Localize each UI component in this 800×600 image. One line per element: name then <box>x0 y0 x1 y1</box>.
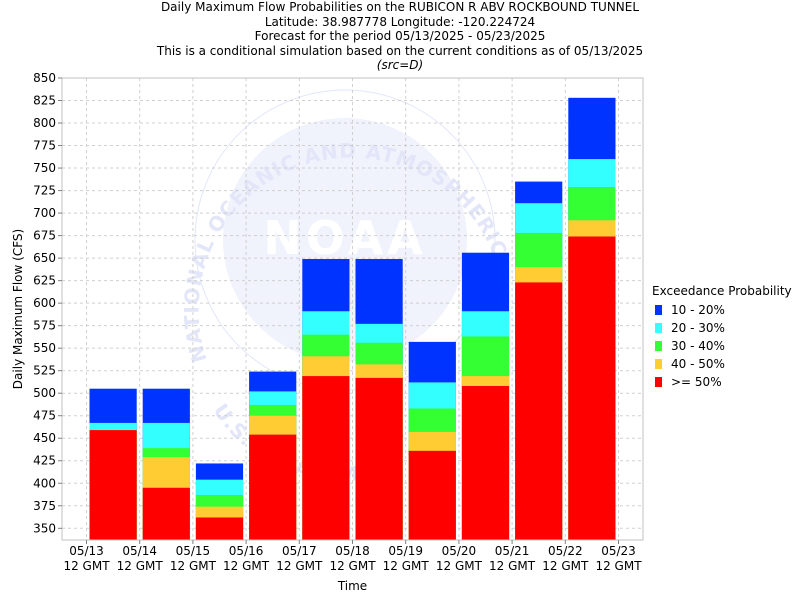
y-tick-label: 475 <box>33 409 56 423</box>
legend: Exceedance Probability 10 - 20% 20 - 30%… <box>652 284 792 391</box>
y-tick-label: 375 <box>33 499 56 513</box>
legend-label: 10 - 20% <box>671 303 725 317</box>
x-tick-label-date: 05/22 <box>548 544 583 558</box>
x-tick-label-date: 05/14 <box>122 544 157 558</box>
legend-label: 20 - 30% <box>671 321 725 335</box>
legend-label: 40 - 50% <box>671 357 725 371</box>
legend-swatch <box>655 341 662 351</box>
legend-title: Exceedance Probability <box>652 284 792 298</box>
x-tick-label-date: 05/17 <box>282 544 317 558</box>
legend-label: >= 50% <box>671 375 722 389</box>
y-tick-label: 650 <box>33 251 56 265</box>
y-tick-label: 850 <box>33 71 56 85</box>
y-tick-label: 625 <box>33 274 56 288</box>
x-tick-label-date: 05/23 <box>601 544 636 558</box>
y-tick-label: 550 <box>33 341 56 355</box>
chart-title-line-4: This is a conditional simulation based o… <box>156 43 644 58</box>
x-tick-label-time: 12 GMT <box>595 559 642 573</box>
watermark-logo-text: NOAA <box>263 211 427 265</box>
x-tick-label-date: 05/16 <box>229 544 264 558</box>
y-tick-label: 750 <box>33 161 56 175</box>
x-tick-label-time: 12 GMT <box>489 559 536 573</box>
chart-title-line-2: Latitude: 38.987778 Longitude: -120.2247… <box>264 14 536 29</box>
y-tick-label: 675 <box>33 229 56 243</box>
bar-segment <box>515 282 563 540</box>
x-tick-label-time: 12 GMT <box>170 559 217 573</box>
y-tick-label: 800 <box>33 116 56 130</box>
bar-segment <box>461 386 510 540</box>
y-tick-label: 500 <box>33 386 56 400</box>
x-tick-label-date: 05/15 <box>176 544 211 558</box>
legend-item-40-50: 40 - 50% <box>652 355 792 373</box>
legend-item-20-30: 20 - 30% <box>652 319 792 337</box>
bar-segment <box>89 430 137 540</box>
legend-swatch <box>655 359 662 369</box>
x-tick-label-time: 12 GMT <box>329 559 376 573</box>
bar-segment <box>408 450 456 540</box>
y-tick-label: 350 <box>33 521 56 535</box>
x-tick-label-date: 05/13 <box>69 544 104 558</box>
y-tick-label: 525 <box>33 364 56 378</box>
y-tick-label: 600 <box>33 296 56 310</box>
x-tick-label-time: 12 GMT <box>383 559 430 573</box>
bar-segment <box>568 236 616 540</box>
bar-segment <box>249 434 297 540</box>
x-tick-label-date: 05/21 <box>495 544 530 558</box>
y-tick-label: 825 <box>33 94 56 108</box>
x-axis-title: Time <box>337 579 367 593</box>
chart-subtitle: (src=D) <box>376 58 424 73</box>
y-tick-label: 400 <box>33 476 56 490</box>
legend-label: 30 - 40% <box>671 339 725 353</box>
chart-title-block: Daily Maximum Flow Probabilities on the … <box>0 0 800 73</box>
x-tick-label-time: 12 GMT <box>436 559 483 573</box>
bar-segment <box>302 376 350 540</box>
legend-swatch <box>655 377 662 387</box>
legend-item-ge-50: >= 50% <box>652 373 792 391</box>
y-tick-label: 700 <box>33 206 56 220</box>
x-tick-label-time: 12 GMT <box>276 559 323 573</box>
x-tick-label-time: 12 GMT <box>63 559 110 573</box>
y-tick-label: 450 <box>33 431 56 445</box>
bar-segment <box>195 517 244 540</box>
y-tick-label: 425 <box>33 454 56 468</box>
y-axis-title: Daily Maximum Flow (CFS) <box>11 229 25 389</box>
x-tick-label-date: 05/20 <box>442 544 477 558</box>
legend-swatch <box>655 323 662 333</box>
y-tick-label: 725 <box>33 184 56 198</box>
legend-item-10-20: 10 - 20% <box>652 301 792 319</box>
bar-segment <box>355 377 403 540</box>
legend-item-30-40: 30 - 40% <box>652 337 792 355</box>
x-tick-label-date: 05/19 <box>388 544 423 558</box>
x-tick-label-time: 12 GMT <box>542 559 589 573</box>
chart-title-line-3: Forecast for the period 05/13/2025 - 05/… <box>254 29 546 44</box>
x-tick-label-time: 12 GMT <box>117 559 164 573</box>
chart-title-line-1: Daily Maximum Flow Probabilities on the … <box>160 0 640 14</box>
x-tick-label-date: 05/18 <box>335 544 370 558</box>
x-tick-label-time: 12 GMT <box>223 559 270 573</box>
y-tick-label: 575 <box>33 319 56 333</box>
bar-segment <box>142 487 190 540</box>
legend-swatch <box>655 305 662 315</box>
y-tick-label: 775 <box>33 139 56 153</box>
